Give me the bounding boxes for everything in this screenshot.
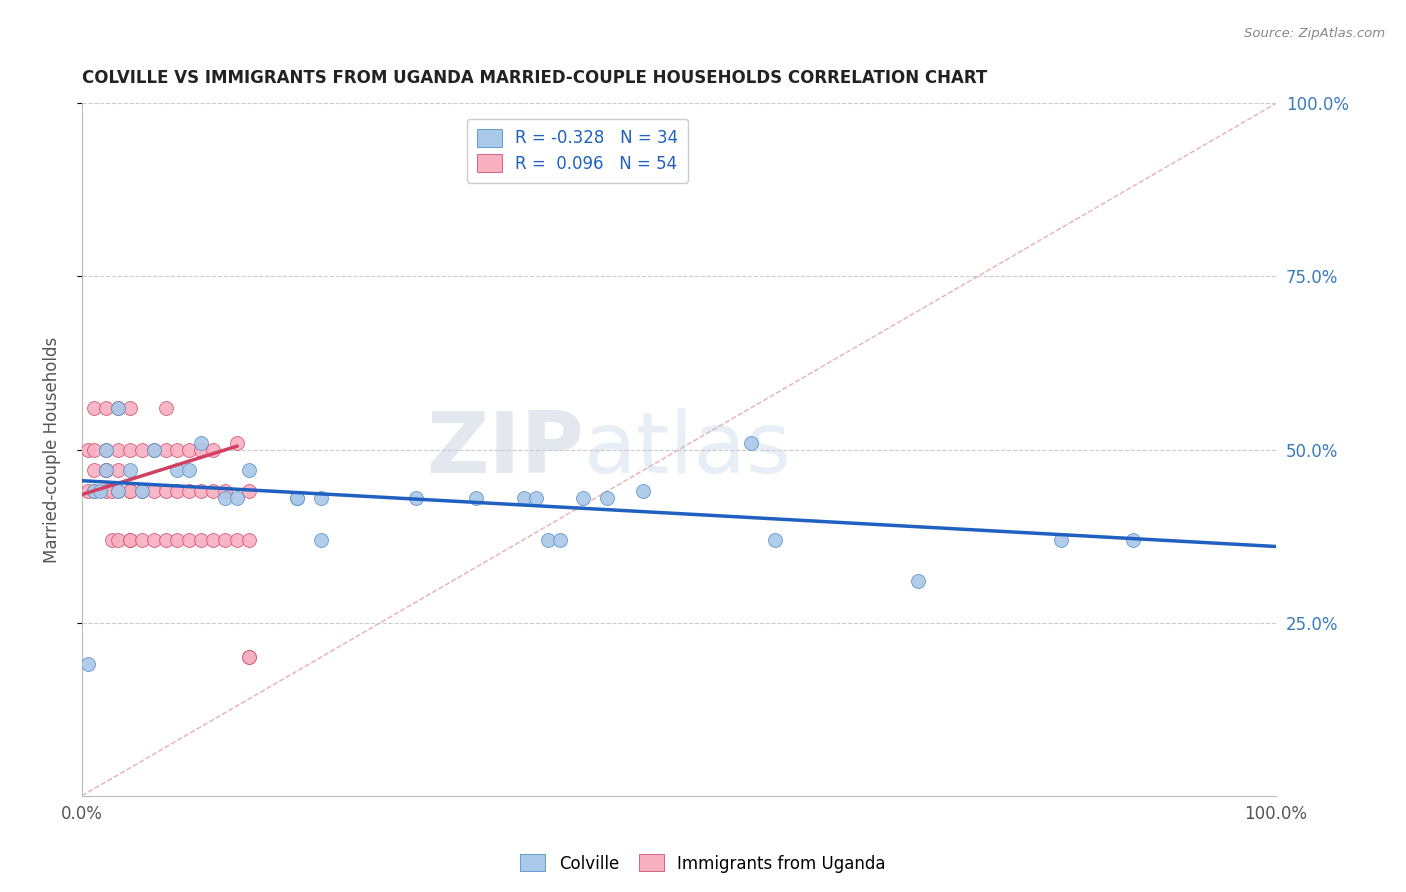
- Point: [572, 491, 595, 505]
- Point: [77, 484, 100, 499]
- Point: [94, 484, 117, 499]
- Point: [166, 442, 188, 457]
- Point: [537, 533, 560, 547]
- Point: [190, 442, 212, 457]
- Point: [83, 463, 105, 477]
- Point: [166, 484, 188, 499]
- Point: [131, 484, 153, 499]
- Legend: R = -0.328   N = 34, R =  0.096   N = 54: R = -0.328 N = 34, R = 0.096 N = 54: [467, 119, 689, 183]
- Point: [238, 650, 260, 665]
- Point: [83, 484, 105, 499]
- Point: [1050, 533, 1073, 547]
- Point: [94, 442, 117, 457]
- Point: [465, 491, 488, 505]
- Point: [118, 533, 141, 547]
- Text: COLVILLE VS IMMIGRANTS FROM UGANDA MARRIED-COUPLE HOUSEHOLDS CORRELATION CHART: COLVILLE VS IMMIGRANTS FROM UGANDA MARRI…: [82, 69, 987, 87]
- Point: [118, 484, 141, 499]
- Point: [179, 533, 201, 547]
- Point: [142, 442, 165, 457]
- Point: [214, 484, 236, 499]
- Point: [155, 533, 177, 547]
- Point: [763, 533, 786, 547]
- Point: [107, 533, 129, 547]
- Point: [94, 463, 117, 477]
- Point: [118, 484, 141, 499]
- Point: [214, 491, 236, 505]
- Point: [166, 463, 188, 477]
- Point: [631, 484, 654, 499]
- Point: [190, 533, 212, 547]
- Point: [118, 442, 141, 457]
- Point: [179, 442, 201, 457]
- Point: [107, 484, 129, 499]
- Point: [238, 484, 260, 499]
- Point: [405, 491, 427, 505]
- Point: [202, 442, 225, 457]
- Point: [142, 442, 165, 457]
- Point: [101, 533, 124, 547]
- Point: [202, 533, 225, 547]
- Point: [179, 484, 201, 499]
- Point: [118, 533, 141, 547]
- Point: [83, 442, 105, 457]
- Point: [190, 484, 212, 499]
- Point: [238, 533, 260, 547]
- Text: ZIP: ZIP: [426, 408, 583, 491]
- Point: [77, 657, 100, 672]
- Legend: Colville, Immigrants from Uganda: Colville, Immigrants from Uganda: [513, 847, 893, 880]
- Point: [238, 463, 260, 477]
- Point: [309, 533, 332, 547]
- Point: [118, 401, 141, 415]
- Point: [309, 491, 332, 505]
- Point: [101, 484, 124, 499]
- Point: [142, 484, 165, 499]
- Point: [226, 533, 249, 547]
- Point: [107, 401, 129, 415]
- Point: [155, 401, 177, 415]
- Text: Source: ZipAtlas.com: Source: ZipAtlas.com: [1244, 27, 1385, 40]
- Point: [513, 491, 536, 505]
- Point: [118, 463, 141, 477]
- Point: [142, 533, 165, 547]
- Point: [524, 491, 547, 505]
- Point: [179, 463, 201, 477]
- Point: [94, 442, 117, 457]
- Point: [1122, 533, 1144, 547]
- Y-axis label: Married-couple Households: Married-couple Households: [44, 336, 60, 563]
- Point: [94, 463, 117, 477]
- Point: [155, 442, 177, 457]
- Point: [89, 484, 111, 499]
- Point: [214, 533, 236, 547]
- Text: atlas: atlas: [583, 408, 792, 491]
- Point: [94, 401, 117, 415]
- Point: [107, 463, 129, 477]
- Point: [131, 484, 153, 499]
- Point: [166, 533, 188, 547]
- Point: [94, 463, 117, 477]
- Point: [83, 484, 105, 499]
- Point: [202, 484, 225, 499]
- Point: [226, 435, 249, 450]
- Point: [285, 491, 308, 505]
- Point: [131, 442, 153, 457]
- Point: [107, 442, 129, 457]
- Point: [107, 484, 129, 499]
- Point: [285, 491, 308, 505]
- Point: [226, 491, 249, 505]
- Point: [155, 484, 177, 499]
- Point: [596, 491, 619, 505]
- Point: [131, 533, 153, 547]
- Point: [107, 401, 129, 415]
- Point: [238, 650, 260, 665]
- Point: [740, 435, 762, 450]
- Point: [83, 401, 105, 415]
- Point: [548, 533, 571, 547]
- Point: [77, 442, 100, 457]
- Point: [190, 435, 212, 450]
- Point: [907, 574, 929, 588]
